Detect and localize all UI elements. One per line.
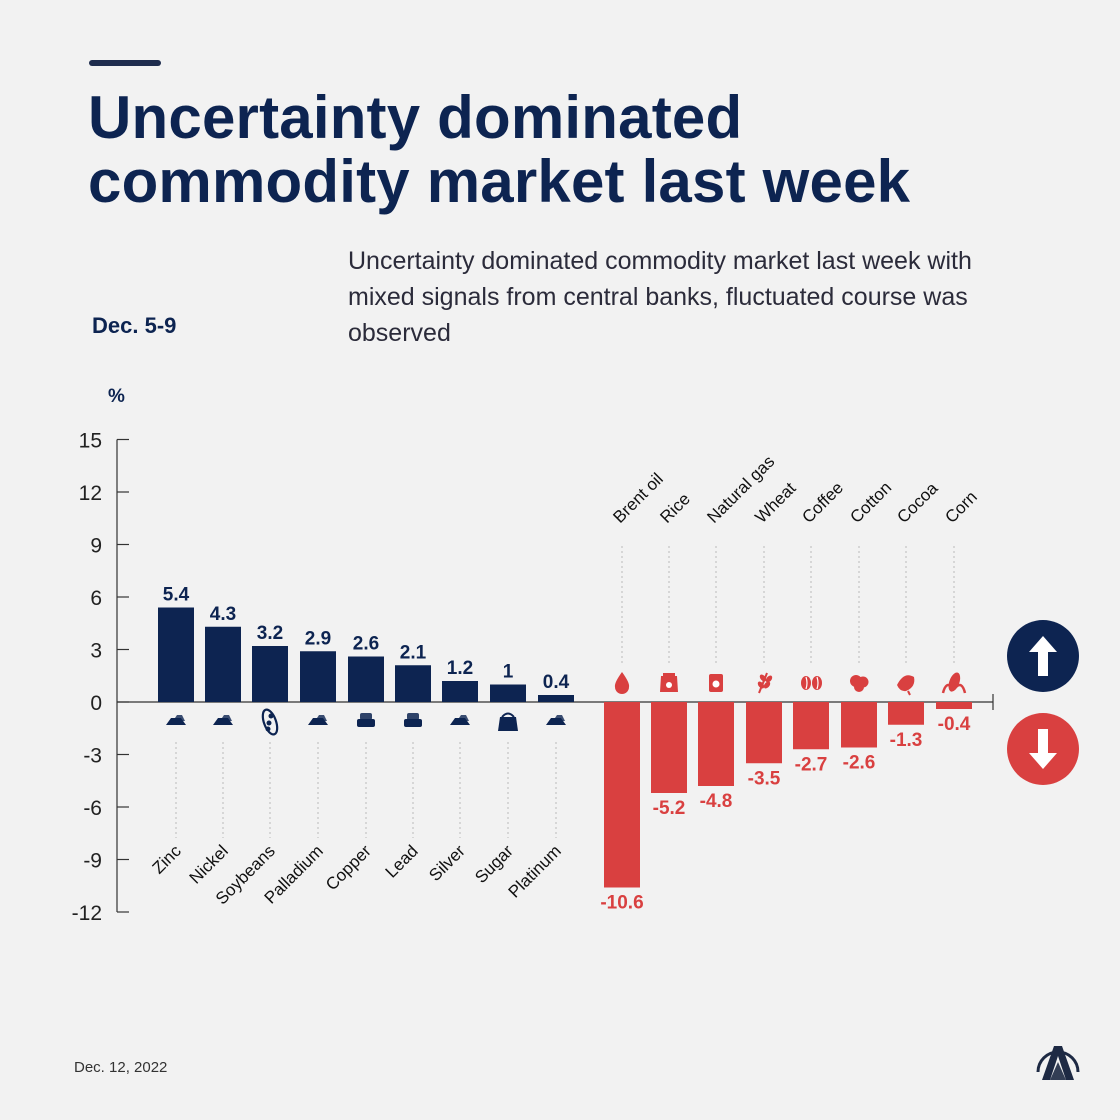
category-label: Coffee (798, 478, 847, 527)
bar (348, 656, 384, 702)
y-tick-label: -12 (72, 902, 102, 925)
y-tick-label: 12 (79, 482, 102, 505)
category-label: Platinum (505, 841, 565, 901)
category-label: Corn (941, 487, 980, 526)
bar (300, 651, 336, 702)
bar (793, 702, 829, 750)
data-label: -0.4 (938, 714, 971, 735)
y-tick-label: -6 (83, 797, 102, 820)
metal-icon (166, 715, 186, 725)
y-tick-label: 0 (90, 692, 102, 715)
bar (604, 702, 640, 888)
soybean-icon (261, 708, 279, 736)
category-label: Copper (322, 841, 375, 894)
bar (252, 646, 288, 702)
data-label: 2.1 (400, 642, 427, 663)
metal-icon (308, 715, 328, 725)
bar (936, 702, 972, 709)
data-label: -2.7 (795, 754, 828, 775)
y-tick-label: 6 (90, 587, 102, 610)
corn-icon (941, 672, 967, 694)
data-label: 1 (503, 662, 514, 683)
bar (490, 684, 526, 702)
data-label: -10.6 (600, 893, 643, 914)
bar (698, 702, 734, 786)
category-label: Cocoa (893, 478, 942, 527)
bar (395, 665, 431, 702)
bar (651, 702, 687, 793)
category-label: Zinc (149, 841, 185, 877)
y-tick-label: -9 (83, 850, 102, 873)
data-label: -4.8 (700, 791, 733, 812)
oil-drop-icon (614, 672, 630, 694)
arrow-up-icon (1007, 620, 1079, 692)
y-tick-label: 3 (90, 640, 102, 663)
publication-date: Dec. 12, 2022 (74, 1059, 168, 1076)
subtitle: Uncertainty dominated commodity market l… (348, 247, 972, 347)
data-label: 5.4 (163, 585, 190, 606)
period-label: Dec. 5-9 (92, 313, 177, 338)
cocoa-icon (897, 675, 915, 696)
coffee-beans-icon (801, 676, 822, 690)
wheat-icon (757, 672, 773, 694)
rice-sack-icon (660, 673, 678, 692)
data-label: 2.9 (305, 628, 331, 649)
cotton-icon (850, 675, 869, 692)
page-title: Uncertainty dominated commodity market l… (88, 86, 910, 214)
metal-bars-icon (404, 713, 422, 727)
data-label: 0.4 (543, 672, 570, 693)
sugar-sack-icon (498, 712, 518, 731)
bar (841, 702, 877, 748)
data-label: 3.2 (257, 623, 283, 644)
bar (442, 681, 478, 702)
data-label: -5.2 (653, 798, 686, 819)
y-tick-label: -3 (83, 745, 102, 768)
category-label: Cotton (846, 478, 895, 527)
category-label: Wheat (751, 478, 799, 526)
title-accent-bar (89, 60, 161, 66)
y-tick-label: 15 (79, 430, 102, 453)
metal-icon (213, 715, 233, 725)
metal-bars-icon (357, 713, 375, 727)
bar (538, 695, 574, 702)
bar (888, 702, 924, 725)
category-label: Sugar (471, 841, 517, 887)
data-label: -2.6 (843, 753, 876, 774)
category-label: Rice (656, 489, 693, 526)
bar (746, 702, 782, 764)
data-label: 4.3 (210, 604, 236, 625)
category-label: Silver (425, 841, 469, 885)
data-label: -3.5 (748, 768, 781, 789)
aa-logo (1036, 1046, 1080, 1080)
data-label: 1.2 (447, 658, 473, 679)
y-axis-unit: % (108, 386, 125, 407)
metal-icon (546, 715, 566, 725)
metal-icon (450, 715, 470, 725)
bar (205, 626, 241, 702)
bar (158, 607, 194, 702)
gas-canister-icon (709, 674, 723, 692)
data-label: 2.6 (353, 634, 379, 655)
arrow-down-icon (1007, 713, 1079, 785)
title-line-2: commodity market last week (88, 148, 911, 215)
category-label: Lead (382, 841, 422, 881)
data-label: -1.3 (890, 730, 923, 751)
title-line-1: Uncertainty dominated (88, 84, 743, 151)
y-tick-label: 9 (90, 535, 102, 558)
category-label: Brent oil (609, 469, 667, 527)
